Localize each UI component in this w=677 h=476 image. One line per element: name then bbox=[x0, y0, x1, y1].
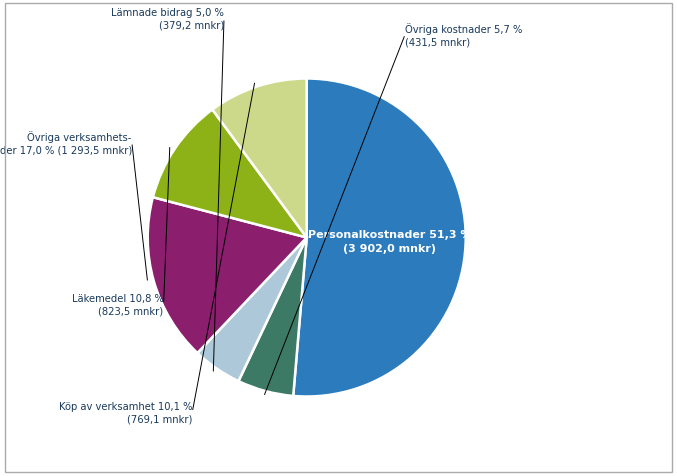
Wedge shape bbox=[148, 198, 307, 353]
Text: Lämnade bidrag 5,0 %
(379,2 mnkr): Lämnade bidrag 5,0 % (379,2 mnkr) bbox=[111, 8, 224, 30]
Text: Personalkostnader 51,3 %
(3 902,0 mnkr): Personalkostnader 51,3 % (3 902,0 mnkr) bbox=[307, 230, 471, 253]
Text: Köp av verksamhet 10,1 %
(769,1 mnkr): Köp av verksamhet 10,1 % (769,1 mnkr) bbox=[59, 401, 192, 424]
Wedge shape bbox=[293, 79, 466, 397]
Wedge shape bbox=[238, 238, 307, 396]
Wedge shape bbox=[153, 110, 307, 238]
Wedge shape bbox=[213, 79, 307, 238]
Text: Övriga verksamhets-
kostnader 17,0 % (1 293,5 mnkr): Övriga verksamhets- kostnader 17,0 % (1 … bbox=[0, 131, 132, 155]
Wedge shape bbox=[198, 238, 307, 381]
Text: Läkemedel 10,8 %
(823,5 mnkr): Läkemedel 10,8 % (823,5 mnkr) bbox=[72, 294, 164, 316]
Text: Övriga kostnader 5,7 %
(431,5 mnkr): Övriga kostnader 5,7 % (431,5 mnkr) bbox=[406, 23, 523, 47]
